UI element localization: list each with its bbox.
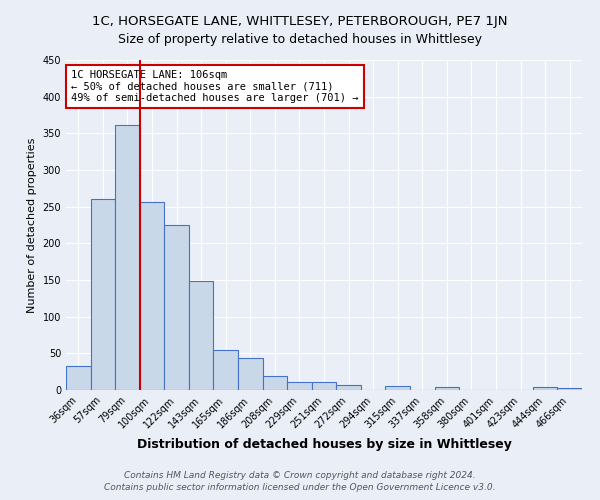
Bar <box>238 358 263 390</box>
Bar <box>336 385 361 390</box>
Y-axis label: Number of detached properties: Number of detached properties <box>27 138 37 312</box>
Bar <box>533 387 557 390</box>
Text: 1C, HORSEGATE LANE, WHITTLESEY, PETERBOROUGH, PE7 1JN: 1C, HORSEGATE LANE, WHITTLESEY, PETERBOR… <box>92 15 508 28</box>
Bar <box>66 366 91 390</box>
Text: 1C HORSEGATE LANE: 106sqm
← 50% of detached houses are smaller (711)
49% of semi: 1C HORSEGATE LANE: 106sqm ← 50% of detac… <box>71 70 359 103</box>
Bar <box>140 202 164 390</box>
Bar <box>91 200 115 390</box>
Bar <box>115 124 140 390</box>
Bar <box>263 376 287 390</box>
Bar <box>287 382 312 390</box>
Bar <box>312 382 336 390</box>
Bar <box>434 387 459 390</box>
Bar <box>164 225 189 390</box>
Bar <box>557 388 582 390</box>
Bar <box>385 386 410 390</box>
Text: Size of property relative to detached houses in Whittlesey: Size of property relative to detached ho… <box>118 32 482 46</box>
Text: Contains HM Land Registry data © Crown copyright and database right 2024.
Contai: Contains HM Land Registry data © Crown c… <box>104 471 496 492</box>
X-axis label: Distribution of detached houses by size in Whittlesey: Distribution of detached houses by size … <box>137 438 511 451</box>
Bar <box>214 350 238 390</box>
Bar <box>189 282 214 390</box>
